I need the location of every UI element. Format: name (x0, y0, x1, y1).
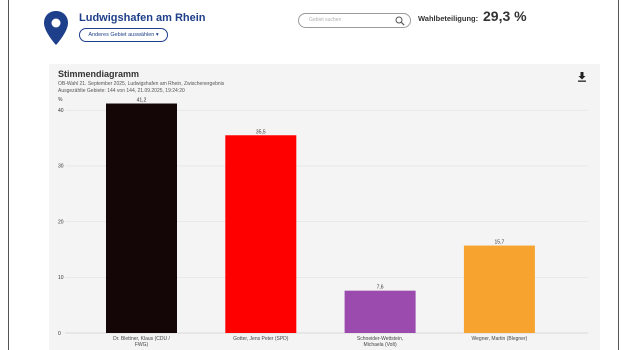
bar-value-label: 7,6 (377, 285, 384, 291)
turnout-value: 29,3 % (483, 8, 527, 24)
x-category-label: Michaela (Volt) (364, 342, 397, 348)
y-tick-label: 20 (58, 219, 64, 225)
location-pin-icon (44, 11, 68, 45)
x-category-label: Schneider-Wettstein, (357, 336, 403, 342)
x-category-label: Wegner, Martin (Blegner) (472, 336, 528, 342)
x-category-label: Gotter, Jens Peter (SPD) (233, 336, 289, 342)
bar (344, 290, 416, 333)
town-title: Ludwigshafen am Rhein (79, 12, 206, 24)
chart-subtitle: Ausgezählte Gebiete: 144 von 144, 21.09.… (58, 88, 185, 94)
search-input[interactable]: Gebiet suchen (298, 13, 411, 28)
search-placeholder: Gebiet suchen (309, 17, 342, 23)
bar-value-label: 15,7 (495, 240, 505, 246)
chart-subtitle: OB-Wahl 21. September 2025, Ludwigshafen… (58, 81, 225, 87)
bar-value-label: 35,5 (256, 129, 266, 135)
y-tick-label: 40 (58, 108, 64, 114)
bar (463, 245, 535, 333)
change-area-button[interactable]: Anderes Gebiet auswählen ▾ (79, 28, 168, 42)
y-tick-label: 30 (58, 164, 64, 170)
download-icon[interactable] (577, 72, 587, 82)
y-axis-unit: % (58, 97, 63, 103)
turnout-label: Wahlbeteiligung: (418, 14, 479, 23)
bar (225, 135, 297, 333)
bar-value-label: 41,2 (137, 98, 147, 104)
x-category-label: Dr. Blettner, Klaus (CDU / (113, 336, 170, 342)
chart-title: Stimmendiagramm (58, 69, 140, 79)
bar (106, 103, 177, 334)
search-icon[interactable] (395, 16, 405, 26)
x-category-label: FWG) (135, 342, 149, 348)
y-tick-label: 10 (58, 275, 64, 281)
y-tick-label: 0 (58, 331, 61, 337)
